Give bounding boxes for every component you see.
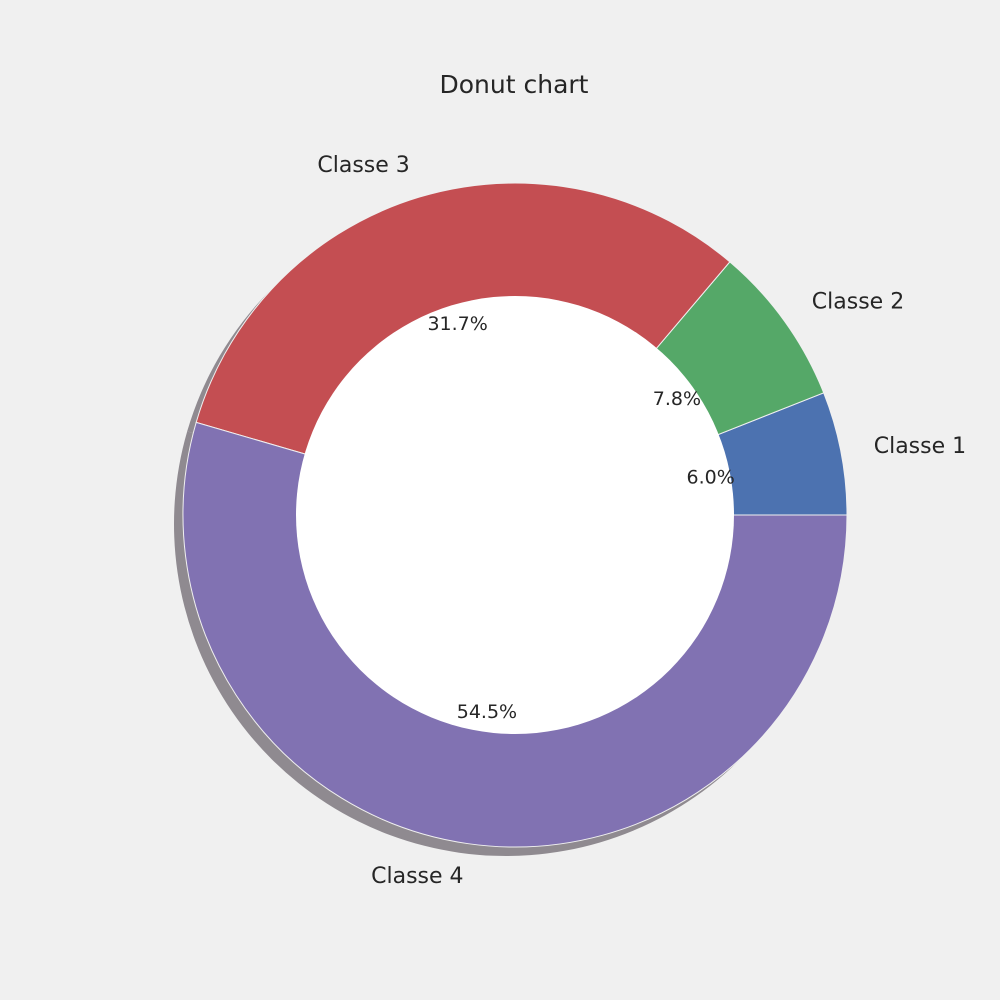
slice-classe-1-label: Classe 1	[874, 434, 966, 459]
slice-classe-2-label: Classe 2	[812, 290, 904, 315]
slice-classe-2-percent: 7.8%	[653, 388, 701, 410]
slice-classe-3-percent: 31.7%	[427, 313, 487, 335]
category-labels: Classe 1 Classe 2 Classe 3 Classe 4	[317, 153, 966, 889]
slice-classe-4-label: Classe 4	[371, 864, 463, 889]
slice-classe-3-label: Classe 3	[317, 153, 409, 178]
percent-labels: 6.0% 7.8% 31.7% 54.5%	[427, 313, 734, 723]
slice-classe-1-percent: 6.0%	[687, 467, 735, 489]
slice-classe-4-percent: 54.5%	[457, 701, 517, 723]
donut-hole	[296, 296, 734, 734]
chart-title: Donut chart	[440, 70, 589, 99]
